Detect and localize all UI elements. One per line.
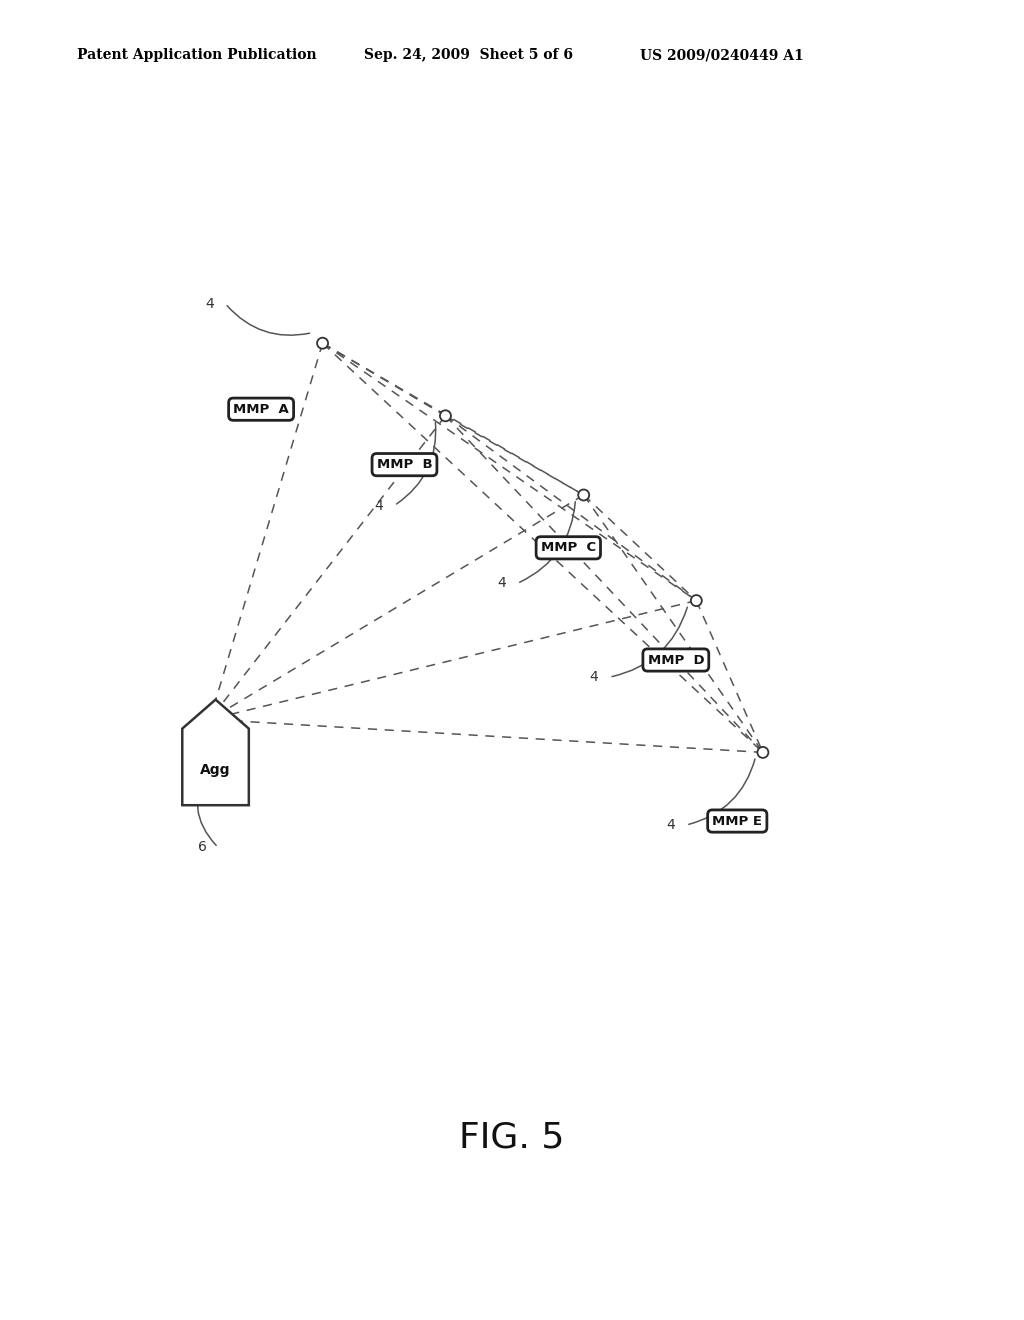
Text: Agg: Agg [201, 763, 230, 777]
Circle shape [758, 747, 768, 758]
Text: MMP  D: MMP D [647, 653, 705, 667]
Circle shape [205, 714, 215, 725]
Circle shape [691, 595, 701, 606]
Text: MMP E: MMP E [713, 814, 762, 828]
Text: MMP  B: MMP B [377, 458, 432, 471]
Text: US 2009/0240449 A1: US 2009/0240449 A1 [640, 49, 804, 62]
Circle shape [317, 338, 328, 348]
Text: MMP  C: MMP C [541, 541, 596, 554]
Text: FIG. 5: FIG. 5 [460, 1121, 564, 1155]
Text: 4: 4 [375, 499, 383, 512]
Text: 4: 4 [206, 297, 214, 310]
Text: 6: 6 [199, 841, 207, 854]
Text: 4: 4 [498, 577, 506, 590]
Circle shape [440, 411, 451, 421]
Text: Patent Application Publication: Patent Application Publication [77, 49, 316, 62]
Text: Sep. 24, 2009  Sheet 5 of 6: Sep. 24, 2009 Sheet 5 of 6 [364, 49, 572, 62]
Circle shape [579, 490, 589, 500]
Text: 4: 4 [590, 671, 598, 684]
Polygon shape [182, 700, 249, 805]
Text: 4: 4 [667, 818, 675, 832]
Text: MMP  A: MMP A [233, 403, 289, 416]
